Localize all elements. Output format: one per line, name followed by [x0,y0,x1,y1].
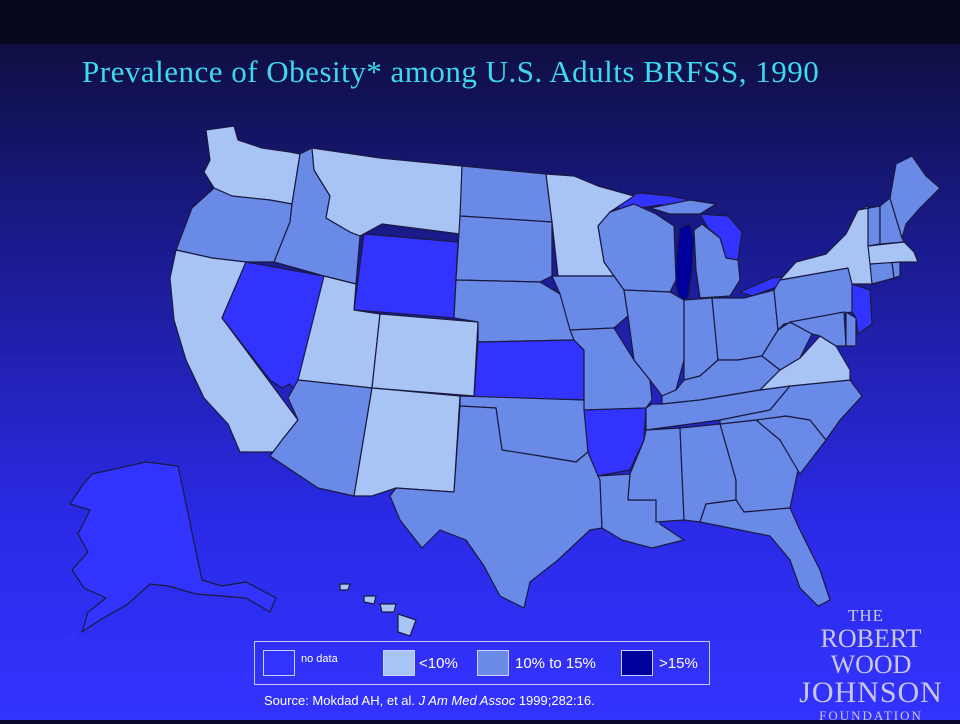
state-FL [699,499,831,607]
rwjf-logo: THE ROBERT WOOD JOHNSON FOUNDATION [796,606,946,724]
legend-swatch-under-10 [383,650,415,676]
legend: no data <10% 10% to 15% >15% [254,641,710,685]
state-NM [353,387,461,497]
state-WY [353,233,459,319]
top-band [0,0,960,44]
logo-line-the: THE [848,606,885,625]
state-NH [879,197,905,245]
state-VT [857,205,881,247]
state-MT [311,147,463,237]
logo-line-foundation: FOUNDATION [819,708,923,723]
slide-title: Prevalence of Obesity* among U.S. Adults… [82,54,820,89]
lake-michigan [675,223,695,303]
state-MO [569,327,653,411]
legend-swatch-10-to-15 [477,650,509,676]
state-CO [371,313,479,397]
state-TX [389,405,603,609]
state-NJ [851,283,873,335]
legend-label-over-15: >15% [659,655,698,672]
state-ME [889,155,941,239]
state-CT [869,261,895,285]
legend-swatch-over-15 [621,650,653,676]
source-journal: J Am Med Assoc [418,693,516,708]
logo-line-johnson: JOHNSON [799,676,943,709]
source-prefix: Source: Mokdad AH, et al. [264,693,419,708]
source-suffix: 1999;282:16. [515,693,595,708]
state-DE [845,311,857,347]
legend-label-10-to-15: 10% to 15% [515,655,596,672]
state-MI [649,199,741,299]
state-HI [339,583,417,637]
state-ND [459,165,553,223]
state-MD [789,311,847,347]
legend-swatch-no-data [263,650,295,676]
logo-line-robert-wood: ROBERT WOOD [820,624,922,679]
state-RI [891,261,901,279]
legend-label-under-10: <10% [419,655,458,672]
aleutian-islands [6,634,76,662]
source-citation: Source: Mokdad AH, et al. J Am Med Assoc… [264,693,595,708]
state-SD [455,215,553,283]
legend-label-no-data: no data [301,653,338,665]
state-AK [69,461,277,633]
state-KS [473,339,585,401]
